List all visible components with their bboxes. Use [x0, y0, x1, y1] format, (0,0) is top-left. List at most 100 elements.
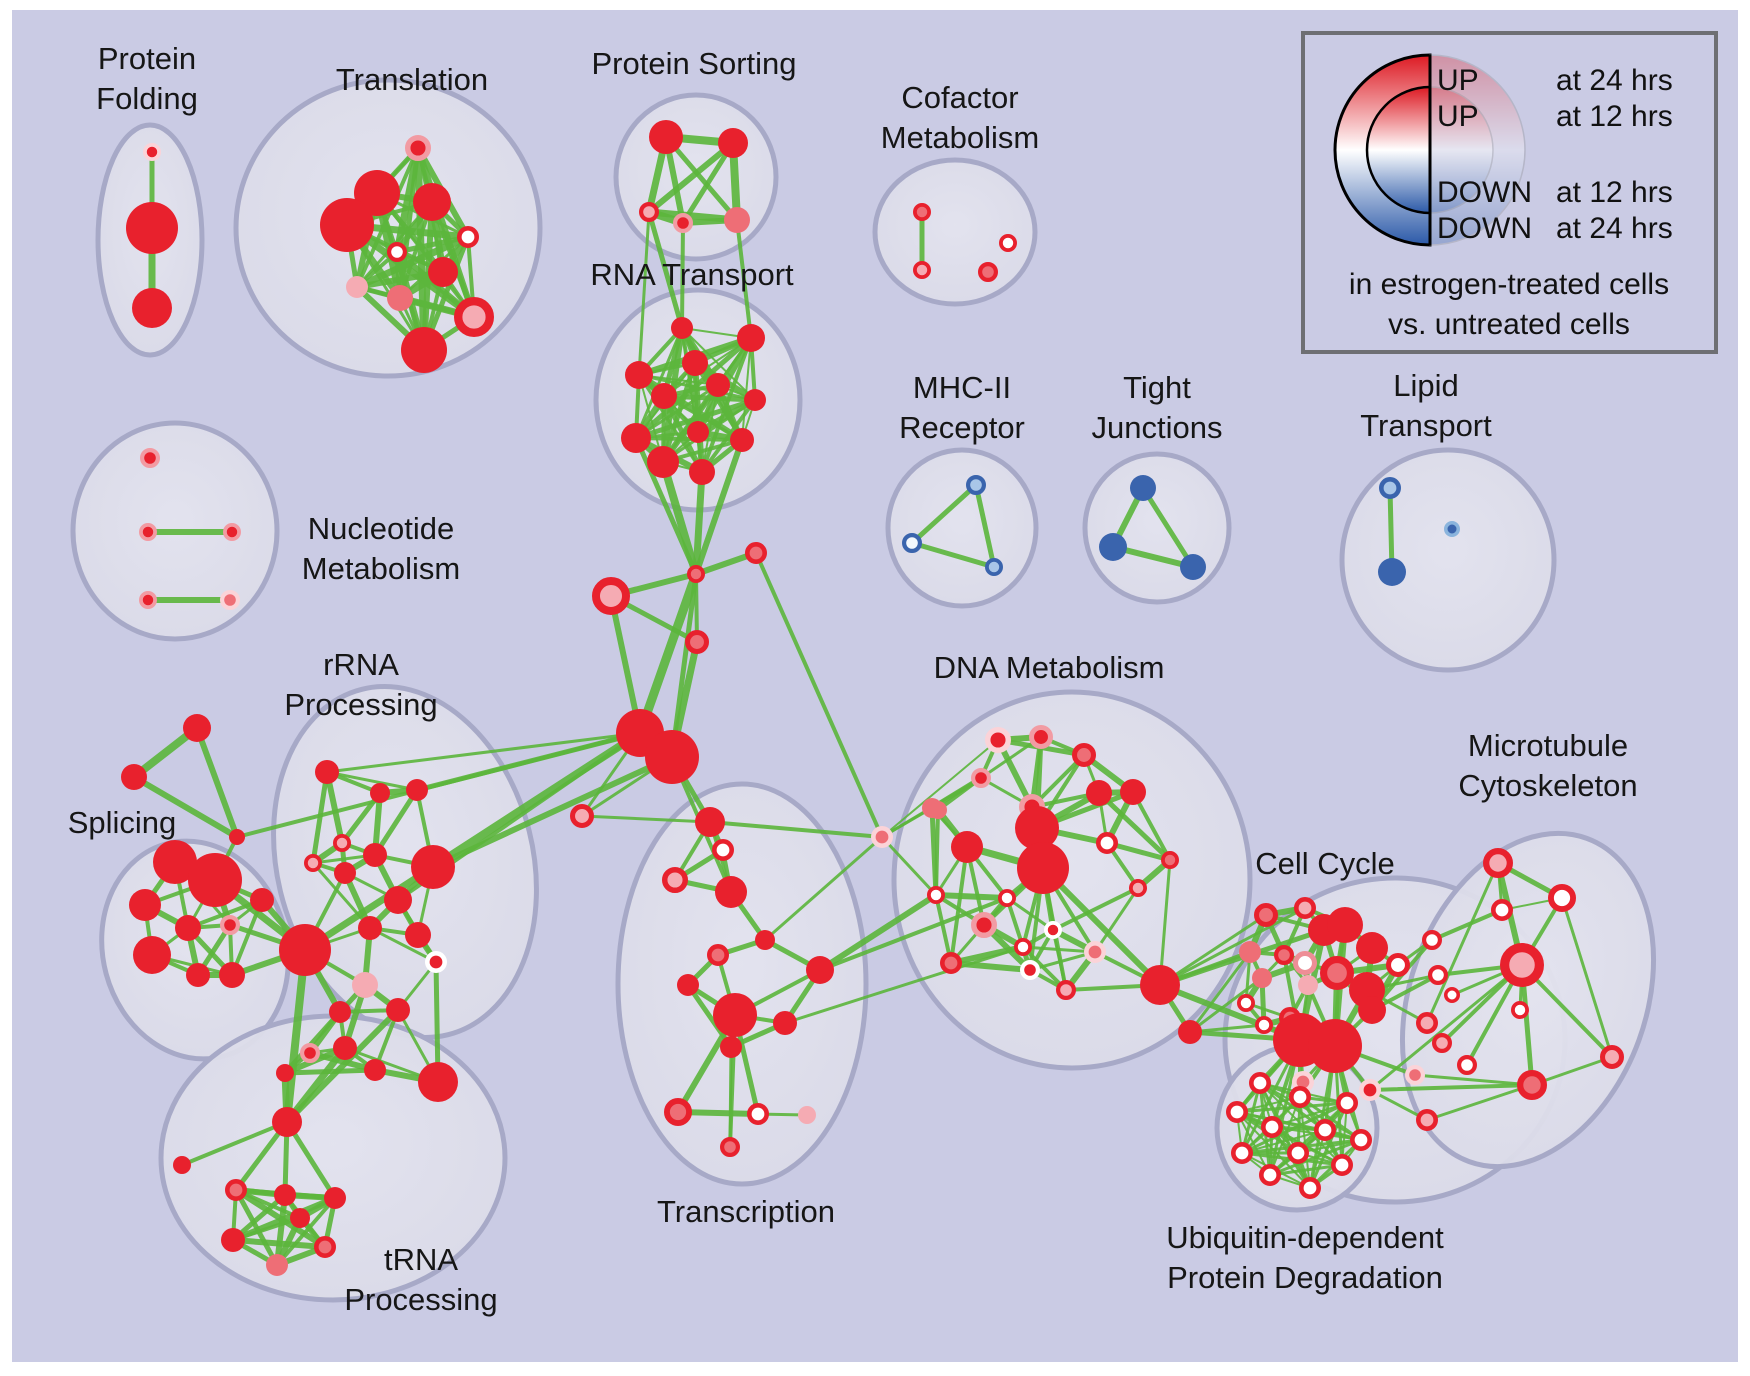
network-node[interactable]: [1019, 959, 1040, 980]
network-node[interactable]: [806, 956, 834, 984]
network-node[interactable]: [798, 1106, 816, 1124]
network-node[interactable]: [720, 1036, 742, 1058]
network-node[interactable]: [1120, 779, 1146, 805]
network-node[interactable]: [188, 853, 242, 907]
network-node[interactable]: [300, 1042, 321, 1063]
network-node[interactable]: [428, 257, 458, 287]
network-node[interactable]: [1483, 848, 1514, 879]
network-node[interactable]: [1086, 780, 1112, 806]
network-node[interactable]: [706, 373, 730, 397]
network-node[interactable]: [315, 760, 339, 784]
network-node[interactable]: [219, 962, 245, 988]
network-node[interactable]: [183, 714, 211, 742]
network-node[interactable]: [1356, 932, 1388, 964]
network-node[interactable]: [1261, 1116, 1284, 1139]
network-node[interactable]: [970, 911, 997, 938]
network-node[interactable]: [229, 829, 245, 845]
network-node[interactable]: [1444, 521, 1460, 537]
network-node[interactable]: [1331, 1154, 1354, 1177]
network-node[interactable]: [221, 1228, 245, 1252]
network-node[interactable]: [138, 591, 157, 610]
network-node[interactable]: [1226, 1101, 1249, 1124]
network-node[interactable]: [1427, 964, 1448, 985]
network-node[interactable]: [1273, 944, 1294, 965]
network-node[interactable]: [719, 1136, 740, 1157]
network-node[interactable]: [625, 361, 653, 389]
network-node[interactable]: [621, 423, 651, 453]
network-node[interactable]: [1359, 1079, 1382, 1102]
network-node[interactable]: [718, 128, 748, 158]
network-node[interactable]: [276, 1064, 294, 1082]
network-node[interactable]: [1099, 533, 1127, 561]
network-node[interactable]: [922, 798, 942, 818]
network-node[interactable]: [773, 1011, 797, 1035]
network-node[interactable]: [1084, 940, 1107, 963]
network-node[interactable]: [689, 459, 715, 485]
network-node[interactable]: [1298, 975, 1318, 995]
network-node[interactable]: [266, 1254, 288, 1276]
network-node[interactable]: [970, 767, 991, 788]
network-node[interactable]: [984, 726, 1011, 753]
network-node[interactable]: [272, 1107, 302, 1137]
network-node[interactable]: [333, 834, 352, 853]
network-node[interactable]: [1015, 806, 1059, 850]
network-node[interactable]: [140, 448, 161, 469]
network-node[interactable]: [1431, 1032, 1452, 1053]
network-node[interactable]: [1491, 898, 1514, 921]
network-node[interactable]: [951, 831, 983, 863]
network-node[interactable]: [220, 589, 241, 610]
network-node[interactable]: [279, 924, 331, 976]
network-node[interactable]: [687, 565, 706, 584]
network-node[interactable]: [346, 276, 368, 298]
network-node[interactable]: [1293, 951, 1318, 976]
network-node[interactable]: [186, 963, 210, 987]
network-node[interactable]: [1299, 1177, 1322, 1200]
network-node[interactable]: [651, 383, 677, 409]
network-node[interactable]: [661, 866, 688, 893]
network-node[interactable]: [706, 943, 729, 966]
network-node[interactable]: [1386, 953, 1411, 978]
network-node[interactable]: [387, 285, 413, 311]
network-node[interactable]: [687, 421, 709, 443]
network-node[interactable]: [647, 446, 679, 478]
network-node[interactable]: [744, 389, 766, 411]
network-node[interactable]: [711, 838, 734, 861]
network-node[interactable]: [222, 523, 241, 542]
network-node[interactable]: [1511, 1001, 1530, 1020]
network-node[interactable]: [386, 998, 410, 1022]
network-node[interactable]: [645, 730, 699, 784]
network-node[interactable]: [1456, 1054, 1477, 1075]
network-node[interactable]: [664, 1097, 693, 1126]
network-node[interactable]: [133, 936, 171, 974]
network-node[interactable]: [405, 134, 432, 161]
network-node[interactable]: [138, 523, 157, 542]
network-node[interactable]: [304, 854, 323, 873]
network-node[interactable]: [677, 974, 699, 996]
network-node[interactable]: [672, 213, 693, 234]
network-node[interactable]: [685, 630, 710, 655]
network-node[interactable]: [1180, 554, 1206, 580]
network-node[interactable]: [1029, 725, 1054, 750]
network-node[interactable]: [695, 807, 725, 837]
network-node[interactable]: [220, 914, 241, 935]
network-node[interactable]: [1237, 994, 1256, 1013]
network-node[interactable]: [1416, 1011, 1439, 1034]
network-node[interactable]: [424, 950, 447, 973]
network-node[interactable]: [737, 324, 765, 352]
network-node[interactable]: [370, 783, 390, 803]
network-node[interactable]: [1319, 956, 1354, 991]
network-node[interactable]: [320, 198, 374, 252]
network-node[interactable]: [1014, 938, 1033, 957]
network-node[interactable]: [406, 779, 428, 801]
network-node[interactable]: [1140, 965, 1180, 1005]
network-node[interactable]: [1499, 942, 1544, 987]
network-node[interactable]: [1231, 1142, 1254, 1165]
network-node[interactable]: [250, 888, 274, 912]
network-node[interactable]: [1178, 1020, 1202, 1044]
network-node[interactable]: [901, 532, 922, 553]
network-node[interactable]: [364, 1059, 386, 1081]
network-node[interactable]: [1255, 1016, 1274, 1035]
network-node[interactable]: [671, 317, 693, 339]
network-node[interactable]: [352, 972, 378, 998]
network-node[interactable]: [324, 1187, 346, 1209]
